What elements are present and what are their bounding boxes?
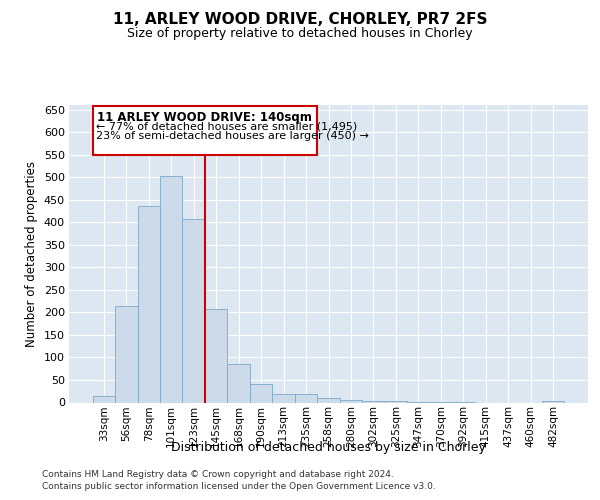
Bar	[340, 400, 362, 402]
Text: Contains public sector information licensed under the Open Government Licence v3: Contains public sector information licen…	[42, 482, 436, 491]
Text: 11, ARLEY WOOD DRIVE, CHORLEY, PR7 2FS: 11, ARLEY WOOD DRIVE, CHORLEY, PR7 2FS	[113, 12, 487, 28]
Bar	[317, 398, 340, 402]
Bar	[182, 218, 205, 402]
Text: ← 77% of detached houses are smaller (1,495): ← 77% of detached houses are smaller (1,…	[97, 121, 358, 131]
FancyBboxPatch shape	[93, 106, 317, 156]
Text: Contains HM Land Registry data © Crown copyright and database right 2024.: Contains HM Land Registry data © Crown c…	[42, 470, 394, 479]
Bar	[250, 384, 272, 402]
Y-axis label: Number of detached properties: Number of detached properties	[25, 161, 38, 347]
Bar	[205, 309, 227, 402]
Bar	[137, 206, 160, 402]
Text: Size of property relative to detached houses in Chorley: Size of property relative to detached ho…	[127, 28, 473, 40]
Text: 23% of semi-detached houses are larger (450) →: 23% of semi-detached houses are larger (…	[97, 131, 369, 141]
Text: Distribution of detached houses by size in Chorley: Distribution of detached houses by size …	[172, 441, 486, 454]
Bar	[542, 401, 565, 402]
Bar	[92, 396, 115, 402]
Bar	[272, 394, 295, 402]
Bar	[227, 364, 250, 403]
Bar	[115, 306, 137, 402]
Bar	[385, 401, 407, 402]
Text: 11 ARLEY WOOD DRIVE: 140sqm: 11 ARLEY WOOD DRIVE: 140sqm	[97, 112, 313, 124]
Bar	[160, 176, 182, 402]
Bar	[362, 400, 385, 402]
Bar	[295, 394, 317, 402]
